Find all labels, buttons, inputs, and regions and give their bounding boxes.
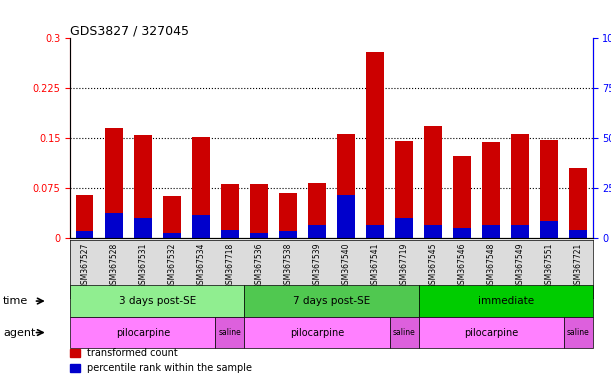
Text: saline: saline	[567, 328, 590, 337]
Bar	[511, 134, 529, 238]
Bar	[105, 213, 122, 238]
Text: GSM367541: GSM367541	[370, 242, 379, 289]
Text: GSM367527: GSM367527	[80, 242, 89, 289]
Bar	[483, 142, 500, 238]
Bar	[367, 52, 384, 238]
Text: GSM367549: GSM367549	[516, 242, 525, 289]
Text: GSM367548: GSM367548	[486, 242, 496, 289]
Bar	[251, 233, 268, 238]
Bar	[424, 126, 442, 238]
Text: agent: agent	[3, 328, 35, 338]
Bar	[192, 215, 210, 238]
Text: GSM367718: GSM367718	[225, 242, 235, 288]
Bar	[134, 218, 152, 238]
Bar	[453, 228, 470, 238]
Text: GSM367719: GSM367719	[400, 242, 409, 289]
Text: saline: saline	[393, 328, 415, 337]
Bar	[221, 230, 238, 238]
Text: GSM367545: GSM367545	[428, 242, 437, 289]
Text: GSM367551: GSM367551	[544, 242, 554, 289]
Bar	[483, 225, 500, 238]
Bar	[511, 225, 529, 238]
Text: GSM367531: GSM367531	[138, 242, 147, 289]
Bar	[424, 225, 442, 238]
Text: 7 days post-SE: 7 days post-SE	[293, 296, 370, 306]
Bar	[395, 141, 413, 238]
Text: pilocarpine: pilocarpine	[290, 328, 344, 338]
Text: GSM367721: GSM367721	[574, 242, 583, 288]
Bar	[337, 195, 354, 238]
Text: GSM367540: GSM367540	[342, 242, 351, 289]
Bar	[395, 218, 413, 238]
Bar	[134, 135, 152, 238]
Bar	[163, 196, 181, 238]
Text: GSM367546: GSM367546	[458, 242, 467, 289]
Bar	[540, 222, 558, 238]
Text: pilocarpine: pilocarpine	[115, 328, 170, 338]
Legend: transformed count, percentile rank within the sample: transformed count, percentile rank withi…	[66, 344, 256, 377]
Text: GSM367534: GSM367534	[196, 242, 205, 289]
Bar	[569, 230, 587, 238]
Text: time: time	[3, 296, 28, 306]
Bar	[540, 140, 558, 238]
Bar	[309, 183, 326, 238]
Bar	[221, 184, 238, 238]
Text: GSM367539: GSM367539	[312, 242, 321, 289]
Bar	[192, 137, 210, 238]
Bar	[453, 156, 470, 238]
Bar	[76, 195, 93, 238]
Text: GSM367538: GSM367538	[284, 242, 293, 289]
Text: 3 days post-SE: 3 days post-SE	[119, 296, 196, 306]
Bar	[76, 232, 93, 238]
Bar	[163, 233, 181, 238]
Bar	[309, 225, 326, 238]
Bar	[569, 168, 587, 238]
Bar	[337, 134, 354, 238]
Text: saline: saline	[219, 328, 241, 337]
Bar	[279, 193, 297, 238]
Text: pilocarpine: pilocarpine	[464, 328, 518, 338]
Text: GSM367532: GSM367532	[167, 242, 177, 289]
Text: GDS3827 / 327045: GDS3827 / 327045	[70, 25, 189, 38]
Text: GSM367528: GSM367528	[109, 242, 119, 288]
Bar	[105, 128, 122, 238]
Text: GSM367536: GSM367536	[254, 242, 263, 289]
Bar	[251, 184, 268, 238]
Text: immediate: immediate	[478, 296, 533, 306]
Bar	[367, 225, 384, 238]
Bar	[279, 232, 297, 238]
